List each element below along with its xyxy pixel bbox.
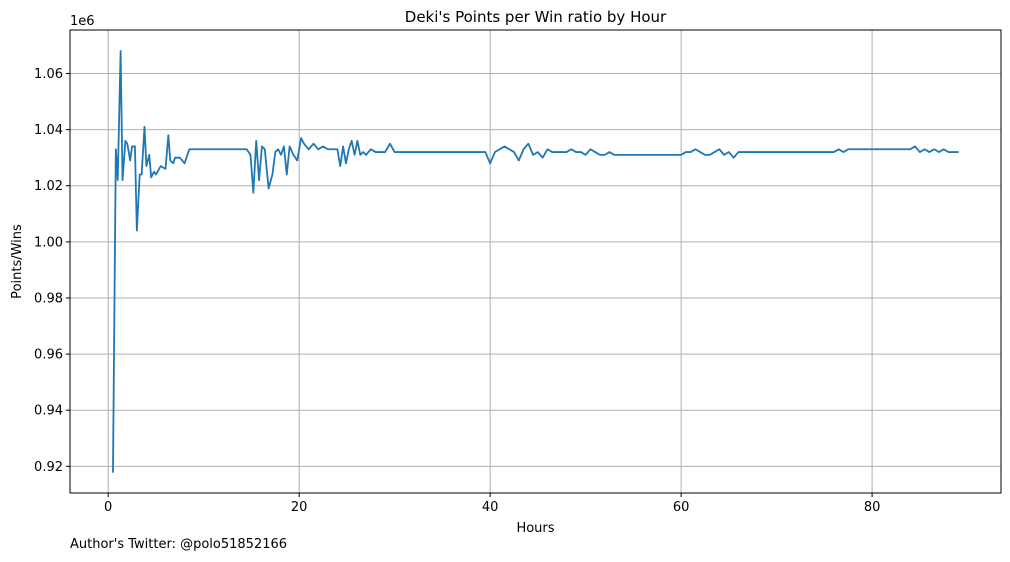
y-tick-label: 1.00 <box>34 235 63 250</box>
y-axis-offset-label: 1e6 <box>70 14 95 29</box>
x-axis-label: Hours <box>516 521 554 536</box>
x-tick-label: 0 <box>104 500 112 515</box>
author-credit: Author's Twitter: @polo51852166 <box>70 537 288 552</box>
y-tick-label: 0.92 <box>34 460 63 475</box>
plot-frame <box>69 29 1002 494</box>
series-line-0 <box>112 50 959 473</box>
y-tick-label: 1.02 <box>34 179 63 194</box>
y-axis-label: Points/Wins <box>10 224 25 299</box>
y-tick-label: 0.96 <box>34 348 63 363</box>
y-tick-label: 0.94 <box>34 404 63 419</box>
series-layer <box>112 50 959 473</box>
chart-title: Deki's Points per Win ratio by Hour <box>405 8 667 26</box>
axis-ticks: 0 20 40 60 80 0.92 0.94 0.96 0.98 1.00 1.02 1.04 1.0… <box>34 67 880 515</box>
y-tick-label: 1.04 <box>34 123 63 138</box>
y-tick-label: 1.06 <box>34 67 63 82</box>
x-tick-label: 40 <box>482 500 499 515</box>
grid-lines <box>70 30 1001 493</box>
x-tick-label: 20 <box>291 500 308 515</box>
x-tick-label: 60 <box>673 500 690 515</box>
y-tick-label: 0.98 <box>34 291 63 306</box>
x-tick-label: 80 <box>864 500 881 515</box>
